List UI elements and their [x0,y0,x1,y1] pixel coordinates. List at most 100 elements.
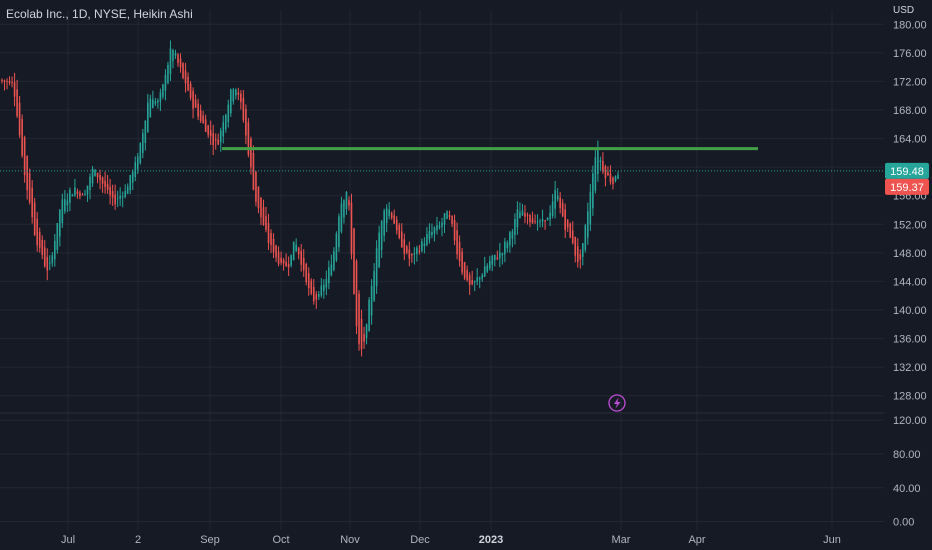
candle-body [438,225,441,228]
candle-body [390,212,393,219]
candle-body [1,79,3,82]
candle-body [584,225,587,251]
candle-body [325,278,328,288]
candle-body [488,261,491,269]
candle-body [388,209,390,216]
candle-body [172,50,174,62]
candle-body [230,89,232,114]
candle-body [360,318,363,350]
candle-body [144,120,147,144]
candle-body [139,143,142,164]
candle-body [184,70,187,84]
candle-body [400,231,403,248]
candle-body [569,223,572,238]
candle-body [428,231,431,240]
candle-body [516,209,519,228]
x-tick-label: Apr [688,534,705,546]
candle-body [607,172,609,176]
x-tick-label: 2023 [479,534,503,546]
candle-body [89,176,91,190]
candle-body [431,231,433,236]
candle-body [343,200,345,218]
candle-body [56,223,59,251]
candle-body [541,219,544,222]
candle-body [18,102,21,136]
candle-body [282,260,285,264]
candle-body [235,89,237,96]
candle-body [453,219,456,241]
lightning-icon[interactable] [608,394,626,412]
time-axis[interactable]: Jul 2 Sep Oct Nov Dec 2023 Mar Apr Jun [61,534,841,546]
candle-body [43,247,46,267]
candle-body [549,212,551,220]
y-tick-label: 172.00 [893,76,927,88]
candle-body [64,199,66,212]
candle-body [114,194,116,205]
candle-body [350,202,353,255]
grid-lines [0,10,884,530]
y-tick-label: 164.00 [893,134,927,146]
candle-body [441,222,443,227]
candle-body [368,299,370,332]
candle-body [162,84,164,97]
candle-body [217,139,220,145]
candle-body [315,294,318,300]
candle-body [182,63,184,78]
x-tick-label: Nov [340,534,360,546]
candle-body [614,176,617,181]
currency-label[interactable]: USD [893,5,915,16]
candle-body [6,81,8,83]
candle-body [574,236,577,256]
candle-body [602,161,604,172]
candle-body [61,199,64,224]
candle-body [219,130,222,143]
candle-body [91,168,94,184]
candle-body [323,284,325,291]
candle-body [69,189,71,203]
candle-body [587,211,589,238]
candle-body [192,90,194,109]
candle-body [121,196,124,198]
candle-body [270,233,272,245]
candle-body [418,250,421,252]
candle-body [272,239,275,253]
candle-body [408,249,411,259]
candle-body [262,207,265,225]
candle-body [149,98,152,118]
last-price-value: 159.48 [890,166,924,178]
candle-body [94,169,96,177]
price-axis[interactable]: 128.00 132.00 136.00 140.00 144.00 148.00 152.… [893,19,927,528]
y-tick-label: 128.00 [893,391,927,403]
candle-body [104,180,106,187]
candle-body [307,273,310,288]
candle-body [373,271,375,301]
candle-body [524,212,526,217]
candle-body [519,212,521,219]
candle-body [199,110,202,121]
candle-body [116,198,119,200]
candle-body [71,194,74,197]
y-tick-label: 168.00 [893,105,927,117]
y-tick-label: 180.00 [893,19,927,31]
candle-body [134,162,137,178]
candle-body [348,200,350,206]
candle-body [426,233,428,245]
candle-body [597,149,599,175]
x-tick-label: Jul [61,534,75,546]
candle-body [287,263,290,268]
candle-body [494,254,496,261]
x-tick-label: Dec [410,534,430,546]
candle-body [363,334,365,342]
candle-body [451,216,453,224]
candle-body [214,139,217,141]
candle-body [240,93,242,103]
candle-body [111,191,114,198]
candle-body [393,215,396,224]
candle-body [546,218,549,221]
candle-body [86,185,89,195]
candle-body [207,125,209,135]
candle-body [506,242,509,249]
candle-body [328,267,330,284]
candle-body [194,99,197,108]
